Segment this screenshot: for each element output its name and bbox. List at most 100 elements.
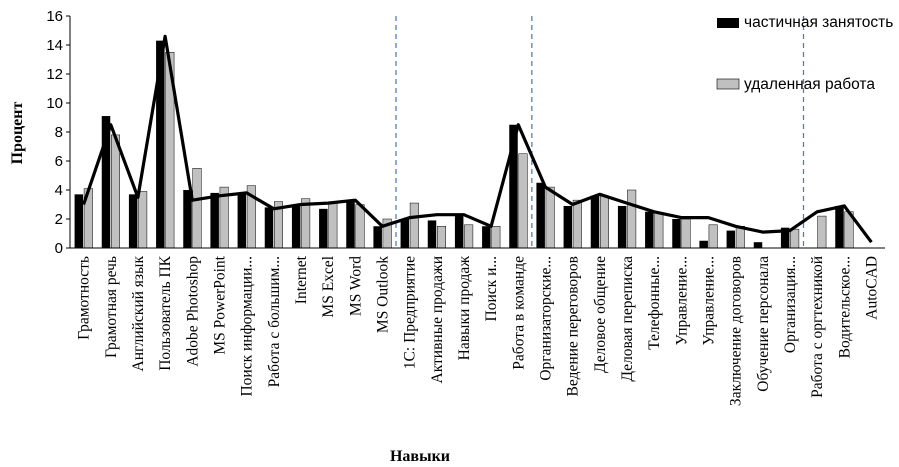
x-tick-label-26: Обучение персонала <box>755 256 772 392</box>
bar-part-time-15 <box>454 214 464 248</box>
x-tick-label-8: Работа с большим... <box>266 256 283 387</box>
bar-part-time-10 <box>319 208 328 248</box>
x-tick-label-10: MS Excel <box>320 256 337 318</box>
bar-part-time-3 <box>128 194 138 248</box>
x-tick-label-16: Поиск и... <box>483 256 500 321</box>
bar-part-time-24 <box>699 240 708 248</box>
x-tick-label-9: Internet <box>293 255 310 304</box>
x-tick-label-5: Adobe Photoshop <box>184 256 201 367</box>
trend-line <box>82 34 873 244</box>
x-tick-label-30: AutoCAD <box>863 256 880 320</box>
y-tick-label-12: 12 <box>46 66 63 83</box>
bar-part-time-29 <box>835 205 844 248</box>
y-tick-label-16: 16 <box>46 8 63 25</box>
bars <box>74 40 854 249</box>
bar-remote-3 <box>138 191 148 249</box>
bar-remote-2 <box>111 134 120 249</box>
bar-part-time-22 <box>645 211 654 248</box>
bar-part-time-26 <box>753 242 763 248</box>
x-tick-label-3: Английский язык <box>130 256 147 372</box>
bar-part-time-9 <box>291 205 301 248</box>
x-tick-labels: Грамотность Грамотная речь Английский язык… <box>76 255 881 406</box>
x-axis-title: Навыки <box>390 448 450 465</box>
group-separators <box>395 16 805 248</box>
x-tick-label-17: Работа в команде <box>510 256 527 370</box>
y-axis-title: Процент <box>9 101 26 164</box>
bar-remote-13 <box>409 202 419 249</box>
bar-remote-14 <box>437 226 446 249</box>
bar-part-time-6 <box>210 192 219 248</box>
x-tick-label-4: Пользователь ПК <box>157 255 174 370</box>
x-tick-label-20: Деловое общение <box>592 256 609 373</box>
bar-part-time-17 <box>509 124 518 248</box>
bar-part-time-8 <box>264 207 274 248</box>
bar-remote-28 <box>817 215 827 249</box>
x-tick-label-11: MS Word <box>347 256 364 316</box>
bar-part-time-11 <box>346 201 355 248</box>
y-tick-label-6: 6 <box>55 153 63 170</box>
x-tick-label-7: Поиск информации... <box>239 256 256 397</box>
bar-remote-19 <box>572 199 582 249</box>
bar-remote-9 <box>301 198 311 249</box>
x-tick-label-12: MS Outlook <box>374 256 391 333</box>
bar-part-time-5 <box>183 190 192 248</box>
bar-remote-20 <box>600 195 609 249</box>
bar-remote-10 <box>328 202 338 249</box>
x-tick-label-24: Управление... <box>700 256 717 345</box>
x-tick-label-1: Грамотность <box>76 256 93 340</box>
bar-part-time-25 <box>726 230 736 248</box>
x-tick-label-27: Организация... <box>782 256 799 353</box>
bar-remote-21 <box>627 189 637 249</box>
bar-part-time-27 <box>780 227 790 248</box>
y-tick-label-0: 0 <box>55 240 63 257</box>
x-tick-label-25: Заключение договоров <box>728 256 745 406</box>
bar-remote-16 <box>491 226 501 249</box>
bar-part-time-21 <box>617 205 627 248</box>
bar-part-time-18 <box>536 182 545 248</box>
x-tick-label-6: MS PowerPoint <box>211 255 228 354</box>
trend-line-group <box>82 34 873 244</box>
x-tick-label-29: Водительское... <box>836 256 853 358</box>
legend-label-part-time: частичная занятость <box>744 14 893 31</box>
bar-part-time-12 <box>373 226 382 248</box>
y-tick-label-14: 14 <box>46 37 63 54</box>
bar-remote-23 <box>681 218 691 249</box>
y-tick-labels: 0 2 4 6 8 10 12 14 16 <box>46 8 63 257</box>
bar-part-time-19 <box>563 205 573 248</box>
y-tick-label-8: 8 <box>55 124 63 141</box>
x-tick-label-22: Телефонные... <box>646 256 663 350</box>
legend-swatch-remote <box>716 78 740 90</box>
x-tick-label-15: Навыки продаж <box>456 256 473 361</box>
bar-part-time-16 <box>482 226 491 248</box>
y-tick-label-4: 4 <box>55 182 63 199</box>
bar-part-time-14 <box>427 220 437 248</box>
bar-remote-27 <box>790 228 800 249</box>
x-tick-label-18: Организаторские... <box>537 256 554 381</box>
axes <box>66 15 885 249</box>
legend: частичная занятость удаленная работа <box>716 14 893 93</box>
bar-part-time-7 <box>237 194 247 248</box>
legend-swatch-part-time <box>717 18 739 28</box>
bar-part-time-23 <box>672 219 681 248</box>
bar-remote-24 <box>708 224 718 249</box>
y-tick-label-2: 2 <box>55 211 63 228</box>
bar-part-time-2 <box>101 116 111 248</box>
bar-part-time-13 <box>400 219 410 248</box>
bar-remote-15 <box>464 224 474 249</box>
bar-remote-5 <box>192 168 202 249</box>
bar-part-time-1 <box>74 194 84 248</box>
x-tick-label-23: Управление... <box>673 256 690 345</box>
x-tick-label-13: 1С: Предприятие <box>402 256 419 369</box>
bar-remote-18 <box>545 186 555 249</box>
bar-part-time-4 <box>156 40 165 249</box>
y-tick-label-10: 10 <box>46 95 63 112</box>
legend-label-remote: удаленная работа <box>744 76 875 93</box>
x-tick-label-19: Ведение переговоров <box>565 256 582 396</box>
x-tick-label-14: Активные продажи <box>429 256 446 384</box>
bar-remote-22 <box>654 212 664 249</box>
x-tick-label-28: Работа с оргтехникой <box>809 256 826 398</box>
bar-remote-11 <box>355 204 365 249</box>
bar-remote-17 <box>518 153 528 249</box>
x-tick-label-21: Деловая переписка <box>619 256 636 382</box>
